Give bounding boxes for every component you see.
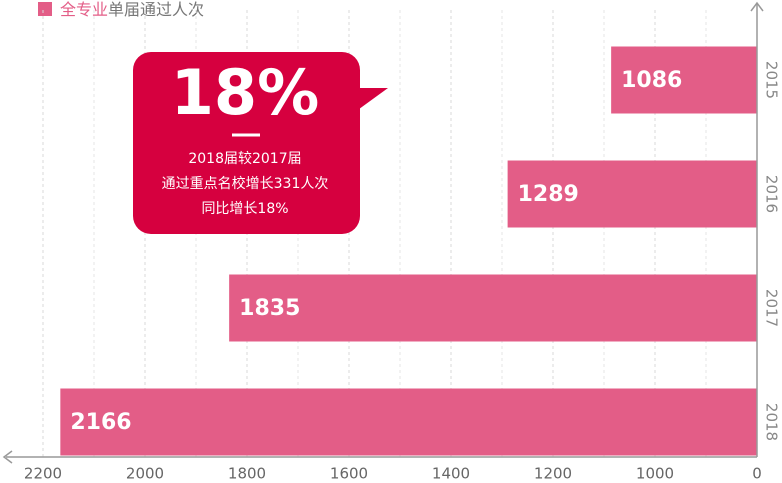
bar: [507, 160, 757, 228]
y-tick-label: 2018: [763, 403, 781, 441]
value-label: 1086: [621, 68, 682, 93]
bar: [229, 274, 757, 342]
callout-line: 2018届较2017届: [188, 151, 301, 167]
legend-swatch: [38, 2, 52, 16]
callout: 18% 2018届较2017届 通过重点名校增长331人次 同比增长18%: [133, 52, 388, 234]
bars: 1086 2015 1289 2016 1835 2017 2166 2018: [60, 46, 781, 456]
callout-pointer: [355, 88, 388, 112]
y-tick-label: 2016: [763, 175, 781, 213]
bar: [60, 388, 757, 456]
x-tick-label: 2200: [24, 465, 62, 483]
x-tick-label: 1400: [432, 465, 470, 483]
y-tick-label: 2017: [763, 289, 781, 327]
x-tick-label: 2000: [126, 465, 164, 483]
callout-headline: 18%: [171, 56, 319, 129]
legend-highlight: 全专业: [60, 0, 108, 19]
x-tick-label: 1600: [330, 465, 368, 483]
bar: [611, 46, 757, 114]
value-label: 2166: [70, 410, 131, 435]
x-tick-label: 1200: [534, 465, 572, 483]
callout-box: [133, 52, 360, 234]
value-label: 1289: [518, 182, 579, 207]
value-label: 1835: [239, 296, 300, 321]
legend-rest: 单届通过人次: [108, 0, 204, 19]
y-tick-label: 2015: [763, 61, 781, 99]
x-tick-label: 1000: [636, 465, 674, 483]
y-axis-arrow: [750, 1, 764, 12]
x-tick-label: 0: [752, 465, 762, 483]
legend-label: 全专业单届通过人次: [60, 0, 204, 19]
callout-line: 同比增长18%: [201, 201, 288, 217]
x-tick-label: 1800: [228, 465, 266, 483]
callout-line: 通过重点名校增长331人次: [162, 175, 329, 192]
x-axis-arrow: [2, 450, 13, 464]
